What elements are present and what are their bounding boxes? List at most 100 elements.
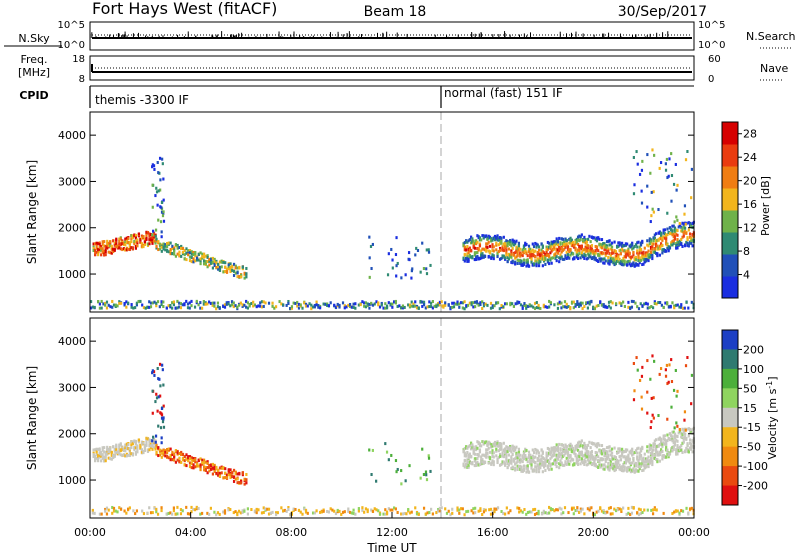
data-cell xyxy=(691,221,694,225)
data-cell xyxy=(507,463,510,467)
data-cell xyxy=(632,467,635,471)
data-cell xyxy=(531,252,534,256)
data-cell xyxy=(546,253,549,257)
data-cell xyxy=(476,234,479,238)
data-cell xyxy=(554,240,557,244)
data-cell xyxy=(217,267,220,271)
data-cell xyxy=(658,247,661,251)
data-cell xyxy=(560,461,563,465)
data-cell xyxy=(172,509,175,513)
data-cell xyxy=(468,254,471,258)
data-cell xyxy=(590,453,594,457)
data-cell xyxy=(486,448,489,452)
data-cell xyxy=(100,299,103,303)
data-cell xyxy=(463,513,466,517)
data-cell xyxy=(169,447,172,451)
data-cell xyxy=(664,168,668,172)
data-cell xyxy=(676,446,679,450)
data-cell xyxy=(548,241,551,245)
data-cell xyxy=(140,242,144,246)
data-cell xyxy=(222,304,225,308)
data-cell xyxy=(171,306,174,310)
data-cell xyxy=(139,299,142,303)
data-cell xyxy=(245,275,248,279)
data-cell xyxy=(468,444,471,448)
data-cell xyxy=(188,457,192,461)
data-cell xyxy=(192,459,195,463)
data-cell xyxy=(635,150,638,154)
data-cell xyxy=(641,511,644,515)
data-cell xyxy=(213,304,216,308)
data-cell xyxy=(598,243,601,247)
data-cell xyxy=(682,428,685,432)
data-cell xyxy=(100,450,103,454)
data-cell xyxy=(366,508,369,512)
data-cell xyxy=(422,473,426,477)
data-cell xyxy=(521,469,524,473)
data-cell xyxy=(390,453,393,457)
data-cell xyxy=(553,242,556,246)
data-cell xyxy=(430,305,433,309)
data-cell xyxy=(471,461,474,465)
data-cell xyxy=(285,509,288,513)
data-cell xyxy=(133,439,136,443)
data-cell xyxy=(621,466,624,470)
data-cell xyxy=(649,453,653,457)
data-cell xyxy=(661,244,664,248)
data-cell xyxy=(438,300,442,304)
data-cell xyxy=(178,456,181,460)
data-cell xyxy=(584,451,587,455)
data-cell xyxy=(671,439,674,443)
data-cell xyxy=(690,442,693,446)
data-cell xyxy=(154,440,157,444)
data-cell xyxy=(248,304,251,308)
data-cell xyxy=(524,247,527,251)
data-cell xyxy=(130,237,133,241)
data-cell xyxy=(595,304,598,308)
data-cell xyxy=(161,157,164,161)
data-cell xyxy=(401,304,405,308)
data-cell xyxy=(649,426,652,430)
data-cell xyxy=(495,241,498,245)
data-cell xyxy=(619,248,622,252)
data-cell xyxy=(652,396,655,400)
data-cell xyxy=(569,453,572,457)
data-cell xyxy=(535,448,538,452)
data-cell xyxy=(407,303,410,307)
data-cell xyxy=(294,507,297,511)
data-cell xyxy=(166,451,169,455)
data-cell xyxy=(625,512,628,516)
data-cell xyxy=(530,257,533,261)
data-cell xyxy=(107,244,110,248)
data-cell xyxy=(487,234,490,238)
data-cell xyxy=(375,479,378,483)
data-cell xyxy=(525,464,528,468)
data-cell xyxy=(472,448,475,452)
data-cell xyxy=(597,252,600,256)
data-cell xyxy=(510,244,513,248)
data-cell xyxy=(682,437,685,441)
data-cell xyxy=(509,303,512,307)
data-cell xyxy=(118,448,121,452)
data-cell xyxy=(609,257,612,261)
data-cell xyxy=(421,300,424,304)
data-cell xyxy=(599,243,602,247)
data-cell xyxy=(486,303,489,307)
data-cell xyxy=(640,395,643,399)
data-cell xyxy=(588,234,591,238)
data-cell xyxy=(653,247,656,251)
data-cell xyxy=(636,447,639,451)
data-cell xyxy=(493,510,496,514)
data-cell xyxy=(192,257,195,261)
data-cell xyxy=(216,301,220,305)
data-cell xyxy=(470,455,473,459)
data-cell xyxy=(107,508,110,512)
data-cell xyxy=(543,255,546,259)
data-cell xyxy=(135,303,139,307)
data-cell xyxy=(631,449,634,453)
data-cell xyxy=(618,301,621,305)
data-cell xyxy=(543,251,546,255)
data-cell xyxy=(657,444,660,448)
data-cell xyxy=(607,465,610,469)
data-cell xyxy=(213,467,216,471)
